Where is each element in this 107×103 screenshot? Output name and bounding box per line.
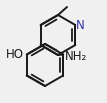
- Text: HO: HO: [6, 48, 24, 61]
- Text: N: N: [76, 19, 85, 32]
- Text: NH₂: NH₂: [65, 50, 87, 63]
